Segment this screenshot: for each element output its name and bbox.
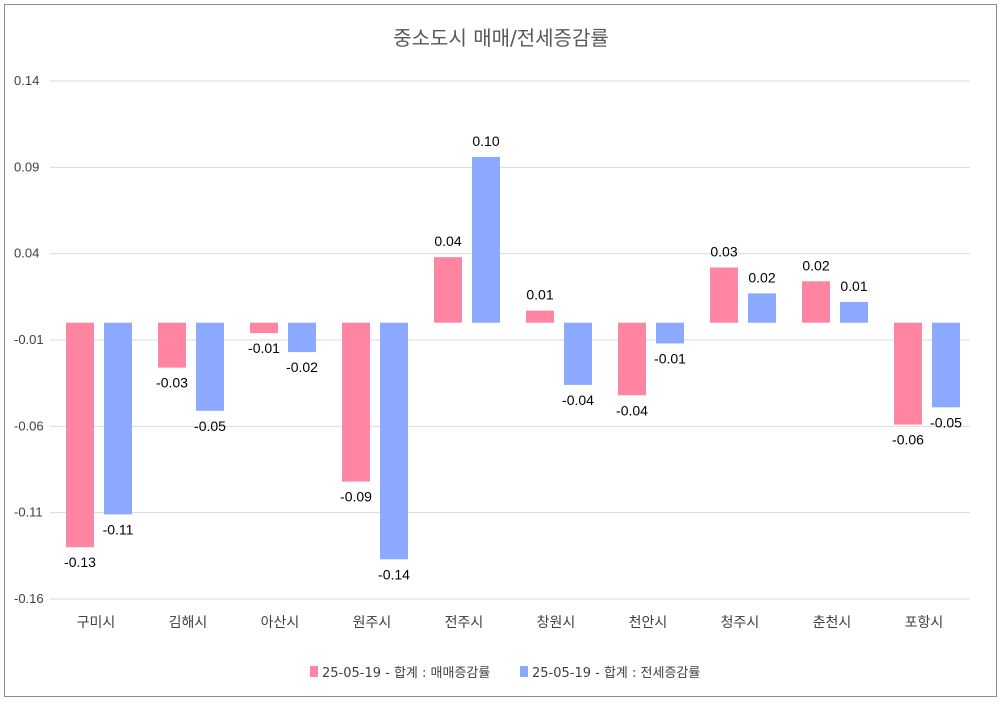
data-label: -0.05 <box>194 418 226 434</box>
bar-sale <box>894 322 922 425</box>
bar-jeonse <box>840 302 868 323</box>
data-label: 0.02 <box>748 269 775 285</box>
x-axis-categories: 구미시 김해시 아산시 원주시 전주시 창원시 천안시 청주시 춘천시 포항시 <box>77 615 944 631</box>
bar-sale <box>618 322 646 396</box>
bar-sale <box>434 257 462 323</box>
category-label: 원주시 <box>353 615 392 631</box>
bar-jeonse <box>380 322 408 560</box>
data-label: -0.01 <box>248 340 280 356</box>
data-label: -0.04 <box>562 392 594 408</box>
legend: 25-05-19 - 합계 : 매매증감률 25-05-19 - 합계 : 전세증… <box>310 666 700 681</box>
category-label: 김해시 <box>169 615 208 631</box>
data-label: -0.02 <box>286 359 318 375</box>
data-label: -0.13 <box>64 554 96 570</box>
y-tick-label: -0.06 <box>14 418 44 433</box>
bar-jeonse <box>472 156 500 323</box>
bar-sale <box>66 322 94 548</box>
legend-label: 25-05-19 - 합계 : 매매증감률 <box>322 666 490 681</box>
category-label: 천안시 <box>629 615 668 631</box>
y-tick-label: 0.04 <box>14 246 39 261</box>
bar-sale <box>710 267 738 323</box>
y-tick-label: -0.11 <box>14 505 43 520</box>
data-label: -0.11 <box>103 521 134 537</box>
data-label: 0.10 <box>472 133 499 149</box>
gridlines <box>50 80 970 600</box>
data-label: -0.14 <box>378 566 410 582</box>
data-label: 0.01 <box>840 278 867 294</box>
y-tick-label: -0.01 <box>14 332 44 347</box>
category-label: 구미시 <box>77 615 116 631</box>
bar-sale <box>158 322 186 368</box>
bar-jeonse <box>564 322 592 385</box>
bar-jeonse <box>288 322 316 353</box>
bars <box>66 156 960 560</box>
legend-swatch <box>520 666 528 677</box>
data-label: 0.01 <box>526 287 553 303</box>
data-label: 0.03 <box>710 243 737 259</box>
data-label: -0.09 <box>340 489 372 505</box>
data-label: 0.04 <box>434 233 461 249</box>
bar-jeonse <box>748 293 776 323</box>
y-axis-ticks: 0.14 0.09 0.04 -0.01 -0.06 -0.11 -0.16 <box>14 73 44 606</box>
data-label: -0.03 <box>156 375 188 391</box>
bar-sale <box>342 322 370 482</box>
data-labels: -0.13 -0.11 -0.03 -0.05 -0.01 -0.02 -0.09 -0.14… <box>64 133 962 582</box>
data-label: -0.06 <box>892 432 924 448</box>
bar-jeonse <box>932 322 960 408</box>
bar-jeonse <box>196 322 224 411</box>
y-tick-label: -0.16 <box>14 591 44 606</box>
bar-sale <box>802 281 830 323</box>
chart-title: 중소도시 매매/전세증감률 <box>393 26 609 50</box>
bar-jeonse <box>656 322 684 344</box>
y-tick-label: 0.14 <box>14 73 39 88</box>
data-label: -0.05 <box>930 414 962 430</box>
bar-jeonse <box>104 322 132 515</box>
category-label: 아산시 <box>261 615 300 631</box>
bar-sale <box>250 322 278 334</box>
legend-label: 25-05-19 - 합계 : 전세증감률 <box>532 666 700 681</box>
category-label: 청주시 <box>721 615 760 631</box>
y-tick-label: 0.09 <box>14 159 39 174</box>
category-label: 전주시 <box>445 615 484 631</box>
category-label: 창원시 <box>537 615 576 631</box>
data-label: -0.04 <box>616 402 648 418</box>
data-label: 0.02 <box>802 257 829 273</box>
category-label: 포항시 <box>905 615 944 631</box>
data-label: -0.01 <box>654 350 686 366</box>
legend-swatch <box>310 666 318 677</box>
category-label: 춘천시 <box>813 615 852 631</box>
bar-sale <box>526 310 554 323</box>
